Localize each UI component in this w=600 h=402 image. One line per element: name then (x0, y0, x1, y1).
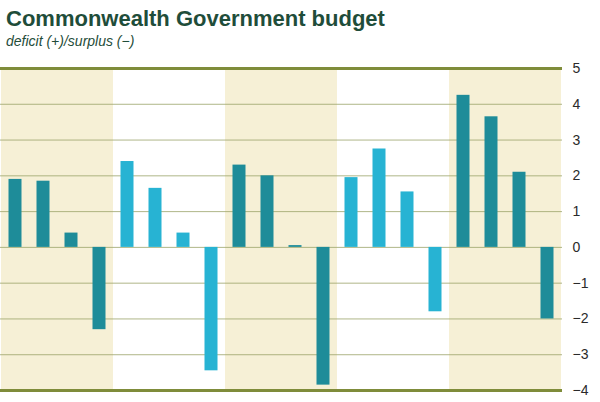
svg-text:0: 0 (573, 239, 581, 255)
html-text:deficit (+)/surplus (−): deficit (+)/surplus (−) (6, 33, 135, 49)
svg-text:−2: −2 (573, 310, 589, 326)
svg-text:−4: −4 (573, 382, 589, 398)
html-text:Commonwealth Government budget: Commonwealth Government budget (6, 6, 385, 31)
svg-text:−3: −3 (573, 346, 589, 362)
svg-text:5: 5 (573, 60, 581, 76)
svg-text:2: 2 (573, 167, 581, 183)
svg-text:3: 3 (573, 132, 581, 148)
svg-text:−1: −1 (573, 275, 589, 291)
svg-text:1: 1 (573, 203, 581, 219)
svg-text:4: 4 (573, 96, 581, 112)
